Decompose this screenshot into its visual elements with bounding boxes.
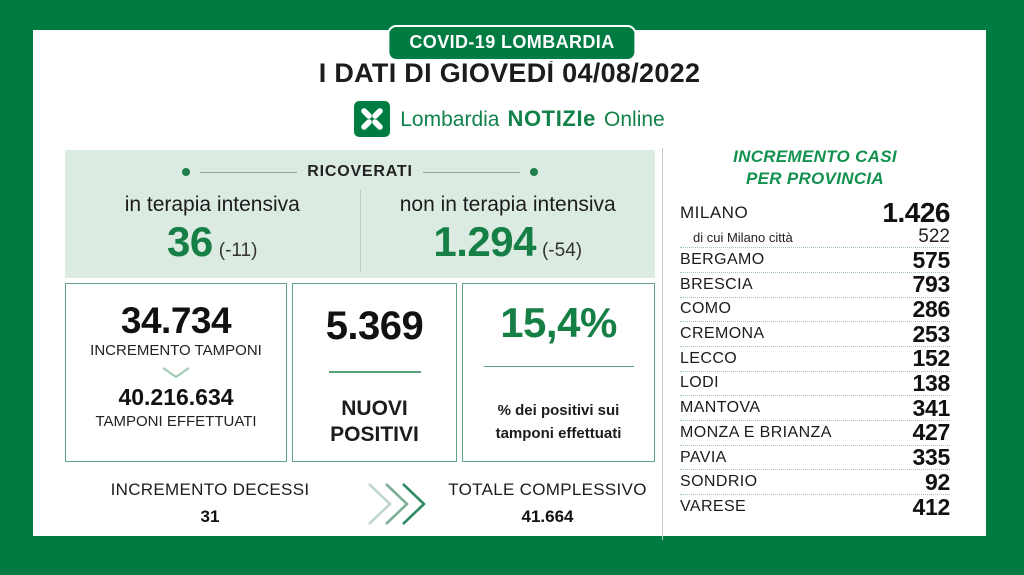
province-name: PAVIA [680, 448, 727, 466]
non-terapia-intensiva-value: 1.294 [433, 218, 536, 265]
rosa-camuna-icon [354, 101, 391, 137]
totale-complessivo-label: TOTALE COMPLESSIVO [448, 480, 647, 499]
province-row: CREMONA 253 [680, 320, 951, 347]
nuovi-positivi-card: 5.369 NUOVI POSITIVI [292, 283, 457, 462]
province-row: BERGAMO 575 [680, 246, 951, 273]
ricoverati-title: RICOVERATI [307, 163, 413, 180]
terapia-intensiva-delta: (-11) [218, 240, 258, 261]
province-name: MILANO [680, 202, 749, 222]
non-terapia-intensiva-block: non in terapia intensiva 1.294 (-54) [359, 190, 656, 272]
province-value: 253 [912, 320, 951, 347]
incremento-tamponi-label: INCREMENTO TAMPONI [90, 342, 262, 359]
ricoverati-columns: in terapia intensiva 36 (-11) non in tera… [65, 190, 655, 272]
tamponi-effettuati-value: 40.216.634 [118, 384, 234, 410]
incremento-decessi-value: 31 [200, 507, 220, 526]
province-value: 335 [912, 444, 951, 471]
province-value: 286 [912, 295, 951, 322]
content-area: I DATI DI GIOVEDÌ 04/08/2022 Lombardia N… [33, 30, 986, 540]
province-name: di cui Milano città [693, 229, 793, 245]
vertical-divider [662, 148, 663, 540]
accent-line [328, 371, 421, 373]
bullet-dot-icon [182, 168, 191, 176]
province-row: VARESE 412 [680, 493, 951, 520]
accent-line [483, 366, 634, 367]
province-name: CREMONA [680, 325, 765, 343]
province-row: MILANO 1.426 [680, 196, 950, 228]
province-name: COMO [680, 300, 732, 318]
ricoverati-panel: RICOVERATI in terapia intensiva 36 (-11) … [65, 150, 655, 278]
tamponi-effettuati-label: TAMPONI EFFETTUATI [95, 413, 257, 430]
percentuale-positivi-value: 15,4% [500, 299, 617, 346]
province-name: MONZA E BRIANZA [680, 423, 832, 441]
ricoverati-header: RICOVERATI [65, 163, 655, 181]
totale-complessivo-block: TOTALE COMPLESSIVO 41.664 [440, 480, 655, 527]
province-row: SONDRIO 92 [680, 468, 950, 496]
header-badge-label: COVID-19 LOMBARDIA [409, 32, 615, 52]
terapia-intensiva-block: in terapia intensiva 36 (-11) [65, 190, 360, 272]
province-value: 152 [912, 345, 951, 372]
page-title: I DATI DI GIOVEDÌ 04/08/2022 [318, 58, 701, 88]
province-row: MANTOVA 341 [680, 394, 951, 421]
province-row: BRESCIA 793 [680, 271, 951, 298]
non-terapia-intensiva-label: non in terapia intensiva [399, 193, 616, 216]
logo-suffix: Online [604, 108, 665, 131]
footer-row: INCREMENTO DECESSI 31 TOTALE COMPLESSIVO… [65, 478, 655, 536]
province-value: 92 [925, 468, 950, 495]
lombardia-notizie-logo: Lombardia NOTIZIe Online [33, 101, 986, 137]
province-name: BRESCIA [680, 275, 754, 293]
province-value: 138 [912, 369, 951, 396]
totale-complessivo-value: 41.664 [521, 507, 574, 526]
province-row: MONZA E BRIANZA 427 [680, 419, 951, 446]
province-name: LECCO [680, 349, 738, 367]
province-value: 575 [912, 246, 951, 273]
divider-line [200, 171, 298, 173]
province-row: LECCO 152 [680, 345, 951, 372]
triple-chevron-right-icon [365, 478, 435, 535]
divider-line [422, 171, 520, 173]
province-panel: INCREMENTO CASI PER PROVINCIA MILANO 1.4… [680, 146, 950, 520]
bullet-dot-icon [529, 168, 538, 176]
province-rows: MILANO 1.426 di cui Milano città 522 BER… [680, 196, 951, 520]
incremento-tamponi-value: 34.734 [120, 300, 232, 341]
chevron-down-icon [66, 366, 286, 379]
percentuale-positivi-label: % dei positivi sui tamponi effettuati [495, 402, 622, 442]
province-row: di cui Milano città 522 [680, 226, 950, 249]
terapia-intensiva-value: 36 [167, 218, 213, 265]
province-row: PAVIA 335 [680, 444, 951, 471]
province-value: 412 [912, 493, 951, 520]
province-row: COMO 286 [680, 295, 951, 323]
nuovi-positivi-label: NUOVI POSITIVI [330, 397, 419, 447]
incremento-decessi-block: INCREMENTO DECESSI 31 [65, 480, 355, 527]
header-badge: COVID-19 LOMBARDIA [387, 25, 637, 61]
province-name: BERGAMO [680, 251, 765, 269]
percentuale-positivi-card: 15,4% % dei positivi sui tamponi effettu… [462, 283, 655, 462]
province-row: LODI 138 [680, 369, 951, 397]
province-value: 427 [912, 419, 951, 446]
province-value: 341 [912, 394, 951, 421]
province-name: VARESE [680, 498, 747, 516]
non-terapia-intensiva-delta: (-54) [541, 240, 583, 261]
incremento-decessi-label: INCREMENTO DECESSI [110, 480, 310, 499]
province-value: 522 [918, 226, 950, 248]
province-name: SONDRIO [680, 473, 758, 491]
province-value: 1.426 [882, 196, 950, 228]
province-name: MANTOVA [680, 399, 761, 417]
province-name: LODI [680, 374, 719, 392]
tamponi-card: 34.734 INCREMENTO TAMPONI 40.216.634 TAM… [65, 283, 287, 462]
province-value: 793 [912, 271, 951, 298]
logo-text: Lombardia NOTIZIe Online [400, 106, 664, 132]
nuovi-positivi-value: 5.369 [325, 304, 424, 348]
logo-bold: NOTIZIe [507, 106, 597, 131]
province-panel-title: INCREMENTO CASI PER PROVINCIA [733, 147, 897, 189]
logo-name: Lombardia [400, 108, 500, 131]
terapia-intensiva-label: in terapia intensiva [124, 193, 300, 216]
